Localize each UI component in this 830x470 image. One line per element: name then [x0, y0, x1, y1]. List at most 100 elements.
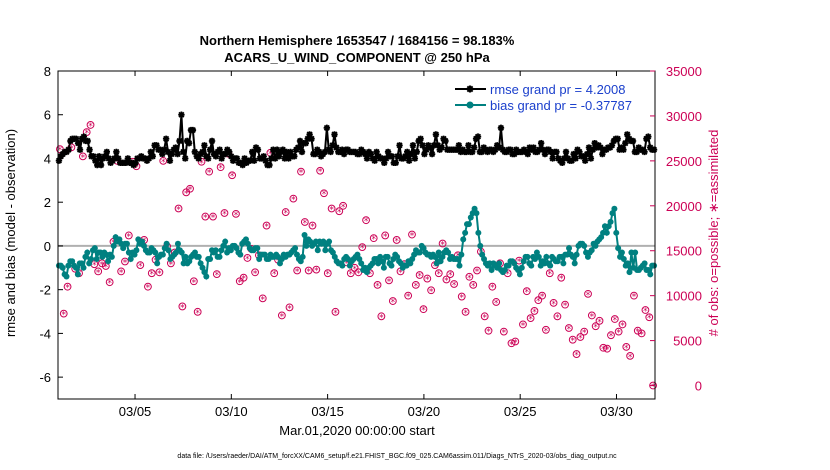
rmse-layer-point: [90, 153, 97, 160]
obs-assimilated-point: *: [264, 223, 269, 233]
rmse-layer-point: [291, 153, 298, 160]
obs-possible-point: [216, 163, 225, 172]
obs-assimilated-point: *: [222, 210, 227, 220]
obs-possible-point: [538, 291, 547, 300]
obs-possible-point: [308, 221, 317, 230]
bias-layer-point: [496, 260, 503, 267]
obs-possible-point: [56, 145, 64, 154]
obs-assimilated-point: *: [639, 330, 644, 340]
obs-possible-point: [243, 254, 252, 262]
obs-possible-point: [94, 267, 103, 276]
rmse-layer-point: [55, 157, 63, 164]
obs-possible-point: [262, 221, 271, 230]
x-axis-label: Mar.01,2020 00:00:00 start: [279, 423, 435, 438]
obs-assimilated-point: *: [555, 313, 560, 323]
bias-layer-point: [152, 249, 159, 256]
bias-layer-point: [647, 271, 654, 278]
rmse-layer-point: [597, 144, 604, 151]
obs-possible-point: [618, 320, 627, 329]
obs-possible-point: [228, 171, 237, 180]
obs-possible-point: [297, 167, 305, 176]
x-tick-label: 03/10: [215, 404, 248, 419]
rmse-layer-point: [239, 161, 246, 169]
obs-assimilated-point: *: [502, 329, 507, 339]
bias-layer-point: [216, 253, 223, 260]
rmse-layer-point: [74, 139, 82, 147]
rmse-layer-point: [266, 161, 273, 169]
bias-layer-point: [358, 260, 365, 267]
rmse-layer-point: [271, 155, 279, 162]
rmse-layer-point: [536, 146, 543, 153]
obs-possible-point: [381, 231, 390, 240]
rmse-layer-point: [182, 155, 189, 162]
obs-assimilated-point: *: [590, 312, 595, 322]
rmse-layer-point: [226, 148, 233, 156]
obs-possible-point: [300, 218, 309, 226]
rmse-layer-point: [249, 148, 256, 156]
y-left-tick-label: -6: [39, 370, 51, 385]
obs-possible-point: [186, 184, 194, 193]
rmse-layer-point: [145, 155, 153, 162]
y-left-axis-ticks: 8 6 4 2 0 -2 -4 -6: [39, 64, 63, 385]
obs-possible-point: [239, 273, 248, 282]
obs-assimilated-point: *: [215, 271, 220, 281]
x-tick-label: 03/05: [119, 404, 152, 419]
obs-assimilated-point: *: [81, 153, 86, 163]
obs-assimilated-point: *: [632, 293, 637, 303]
obs-possible-point: [438, 239, 447, 248]
obs-possible-point: [419, 305, 428, 314]
obs-assimilated-point: *: [437, 270, 442, 280]
obs-assimilated-point: *: [104, 263, 109, 273]
bias-layer-point: [178, 249, 185, 256]
obs-possible-point: [117, 267, 126, 276]
obs-assimilated-point: *: [360, 244, 365, 254]
obs-assimilated-point: *: [609, 332, 614, 342]
bias-layer-point: [195, 253, 202, 260]
rmse-layer-point: [373, 148, 380, 156]
obs-possible-point: [584, 289, 592, 298]
obs-assimilated-point: *: [371, 235, 376, 245]
bias-layer-point: [322, 247, 329, 254]
bias-layer-point: [91, 245, 98, 252]
obs-possible-point: [649, 381, 657, 390]
rmse-layer-point: [275, 153, 283, 160]
rmse-layer-point: [497, 124, 505, 132]
rmse-layer-point: [287, 148, 294, 156]
rmse-layer-point: [396, 142, 403, 149]
obs-possible-point: [285, 303, 294, 312]
obs-assimilated-point: *: [322, 190, 327, 200]
y-left-tick-label: -2: [39, 283, 51, 298]
y-left-axis-label: rmse and bias (model - observation): [3, 129, 18, 337]
rmse-layer-point: [65, 146, 72, 153]
rmse-layer-point: [94, 161, 101, 169]
bias-layer-point: [528, 262, 535, 269]
bias-layer-point: [299, 253, 306, 260]
rmse-layer-point: [185, 139, 193, 147]
obs-possible-point: [404, 291, 413, 300]
bias-layer-point: [63, 273, 70, 280]
obs-assimilated-point: *: [310, 223, 315, 233]
obs-possible-point: [174, 204, 183, 213]
rmse-layer-point: [205, 155, 212, 162]
obs-assimilated-point: *: [540, 293, 545, 303]
obs-assimilated-point: *: [597, 318, 602, 328]
obs-possible-point: [144, 282, 152, 291]
bias-layer-point: [292, 245, 299, 252]
obs-assimilated-point: *: [65, 284, 70, 294]
bias-layer-point: [607, 218, 614, 225]
bias-layer-point: [473, 210, 480, 217]
bias-layer-point: [59, 264, 66, 271]
rmse-layer-point: [394, 153, 401, 160]
obs-possible-point: [277, 311, 286, 320]
bias-layer-point: [182, 253, 189, 260]
rmse-layer-point: [562, 148, 570, 156]
obs-possible-point: [637, 329, 646, 338]
rmse-layer-point: [539, 146, 547, 153]
rmse-layer-point: [511, 150, 518, 158]
obs-assimilated-point: *: [505, 270, 510, 280]
obs-assimilated-point: *: [234, 211, 239, 221]
rmse-layer-point: [195, 155, 202, 162]
y-left-tick-label: 0: [44, 239, 51, 254]
obs-possible-point: [492, 298, 501, 306]
obs-assimilated-point: *: [578, 334, 583, 344]
